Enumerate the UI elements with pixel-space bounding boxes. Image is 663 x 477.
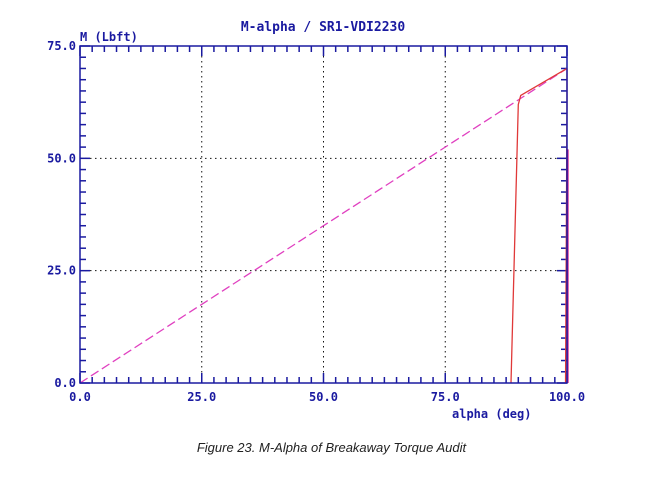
x-axis-label: alpha (deg) <box>452 407 531 421</box>
chart-title: M-alpha / SR1-VDI2230 <box>241 20 406 35</box>
y-tick-label: 0.0 <box>54 376 76 390</box>
x-tick-label: 100.0 <box>549 390 585 404</box>
y-tick-label: 25.0 <box>47 264 76 278</box>
y-axis-label: M (Lbft) <box>80 30 138 44</box>
x-tick-label: 25.0 <box>187 390 216 404</box>
tick-labels: 0.0 25.0 50.0 75.0 100.0 0.0 25.0 50.0 75.0 <box>47 39 585 404</box>
plot-frame <box>79 45 568 384</box>
series-line-1 <box>79 67 568 384</box>
x-tick-label: 50.0 <box>309 390 338 404</box>
series-group <box>79 67 569 384</box>
grid <box>80 46 567 383</box>
x-tick-label: 75.0 <box>431 390 460 404</box>
y-tick-label: 50.0 <box>47 151 76 165</box>
y-tick-label: 75.0 <box>47 39 76 53</box>
figure-caption: Figure 23. M-Alpha of Breakaway Torque A… <box>196 440 467 455</box>
m-alpha-chart: M-alpha / SR1-VDI2230 M (Lbft) alpha (de… <box>47 20 585 421</box>
x-tick-label: 0.0 <box>69 390 91 404</box>
series-line-2 <box>510 67 568 384</box>
